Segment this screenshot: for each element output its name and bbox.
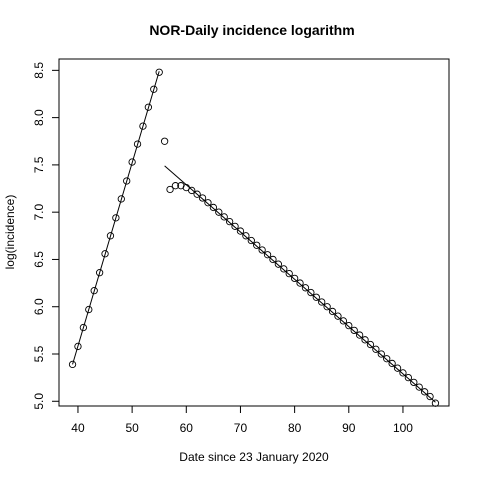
data-point — [236, 227, 245, 235]
data-point — [204, 199, 212, 207]
data-point — [253, 241, 261, 249]
data-point — [171, 182, 180, 190]
data-point — [404, 373, 413, 382]
x-tick-label: 80 — [288, 421, 302, 435]
data-point — [355, 331, 364, 339]
y-tick-label: 5.0 — [32, 393, 46, 410]
data-point — [101, 250, 109, 258]
data-point — [144, 103, 153, 111]
data-point — [220, 213, 228, 221]
y-tick-label: 7.0 — [32, 204, 46, 221]
data-point — [366, 340, 375, 349]
data-point — [128, 158, 136, 166]
data-point — [328, 307, 337, 316]
data-point — [68, 360, 77, 369]
data-point — [79, 323, 88, 332]
x-tick-label: 60 — [180, 421, 194, 435]
data-point — [263, 251, 272, 259]
y-tick-label: 8.0 — [32, 109, 46, 126]
data-point — [345, 321, 353, 330]
data-point — [269, 255, 277, 264]
data-point — [90, 286, 98, 295]
data-point — [106, 232, 115, 240]
y-tick-label: 7.5 — [32, 156, 46, 173]
data-point — [388, 359, 396, 368]
data-point — [193, 190, 201, 198]
x-tick-label: 70 — [234, 421, 248, 435]
data-point — [160, 137, 169, 145]
data-point — [117, 195, 125, 203]
data-point — [383, 355, 391, 363]
data-point — [225, 217, 234, 226]
data-point — [334, 312, 342, 320]
data-point — [426, 392, 434, 401]
data-point — [323, 303, 331, 311]
data-point — [247, 236, 255, 245]
data-point — [242, 232, 250, 240]
y-axis: 5.0 5.5 6.0 6.5 7.0 7.5 8.0 8.5 — [32, 62, 60, 410]
data-point — [258, 246, 266, 254]
fit-lines — [72, 71, 436, 403]
plot-area — [58, 58, 450, 407]
data-point — [85, 305, 93, 314]
data-point — [280, 265, 288, 273]
data-point — [318, 298, 326, 306]
y-tick-label: 8.5 — [32, 62, 46, 79]
data-point — [312, 293, 320, 301]
data-points — [68, 68, 440, 407]
data-point — [166, 185, 174, 194]
x-tick-label: 100 — [393, 421, 413, 435]
data-point — [95, 269, 104, 277]
data-point — [215, 208, 223, 216]
data-point — [431, 399, 440, 407]
data-point — [410, 378, 418, 387]
data-point — [112, 214, 120, 222]
data-point — [188, 186, 196, 195]
x-tick-label: 90 — [342, 421, 356, 435]
data-point — [339, 317, 348, 325]
data-point — [307, 288, 315, 297]
data-point — [290, 274, 299, 283]
x-axis: 40 50 60 70 80 90 100 — [71, 405, 413, 435]
data-point — [274, 260, 283, 268]
data-point — [139, 122, 147, 130]
data-point — [301, 284, 310, 292]
data-point — [133, 140, 142, 148]
data-point — [285, 269, 293, 278]
data-point — [209, 203, 218, 212]
data-point — [231, 222, 239, 231]
y-tick-label: 6.5 — [32, 251, 46, 268]
y-tick-label: 6.0 — [32, 298, 46, 315]
y-axis-label: log(incidence) — [3, 195, 17, 270]
data-point — [420, 388, 429, 396]
y-tick-label: 5.5 — [32, 345, 46, 362]
data-point — [350, 326, 358, 335]
data-point — [155, 68, 163, 76]
x-tick-label: 40 — [71, 421, 85, 435]
data-point — [415, 383, 423, 391]
data-point — [361, 336, 369, 344]
data-point — [296, 279, 304, 287]
x-tick-label: 50 — [125, 421, 139, 435]
fit-line — [72, 71, 160, 365]
data-point — [393, 364, 402, 372]
data-point — [150, 85, 158, 93]
data-point — [377, 350, 385, 358]
x-axis-label: Date since 23 January 2020 — [179, 450, 329, 464]
data-point — [198, 194, 207, 202]
data-point — [74, 342, 82, 351]
data-point — [399, 369, 407, 377]
chart-title: NOR-Daily incidence logarithm — [149, 22, 354, 38]
data-point — [123, 177, 131, 185]
data-point — [372, 345, 380, 353]
